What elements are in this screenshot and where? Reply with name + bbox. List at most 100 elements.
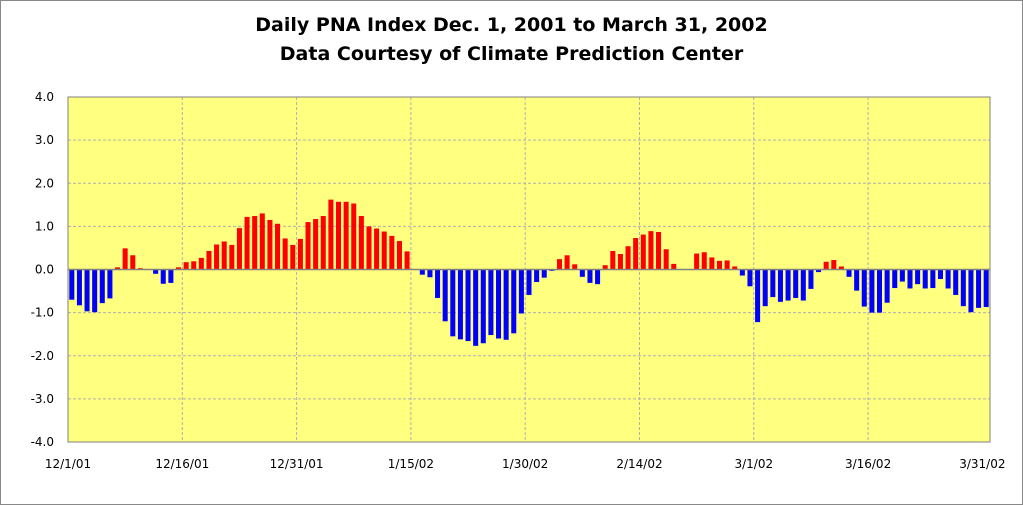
x-tick-label: 2/14/02	[616, 457, 662, 471]
bar	[770, 269, 776, 298]
bar	[663, 249, 669, 270]
bar	[846, 269, 852, 277]
bar	[648, 231, 654, 270]
bar	[930, 269, 936, 289]
bar	[358, 216, 364, 270]
bar	[396, 241, 402, 270]
bar	[366, 226, 372, 270]
bar	[968, 269, 974, 313]
bar	[457, 269, 463, 340]
x-tick-label: 1/30/02	[502, 457, 548, 471]
bar	[541, 269, 547, 278]
bar	[922, 269, 928, 289]
bar	[716, 260, 723, 270]
plot-border	[67, 96, 991, 443]
y-tick-label: 4.0	[35, 90, 54, 104]
bar	[564, 255, 570, 270]
bar	[869, 269, 875, 313]
bar	[976, 269, 982, 308]
bar	[511, 269, 517, 334]
bar	[496, 269, 502, 339]
bar	[343, 201, 349, 270]
bar	[92, 269, 98, 313]
bar	[374, 228, 380, 270]
bar	[671, 263, 677, 270]
bar	[785, 269, 791, 301]
bar	[854, 269, 860, 291]
y-tick-label: 2.0	[35, 176, 54, 190]
bar	[983, 269, 989, 308]
bar	[259, 213, 265, 270]
x-tick-label: 3/1/02	[734, 457, 773, 471]
bar	[960, 269, 966, 307]
bar	[191, 261, 197, 270]
bar	[892, 269, 898, 289]
bar	[244, 216, 250, 270]
bar	[747, 269, 753, 287]
bar	[206, 250, 212, 270]
bar	[84, 269, 90, 312]
bar	[823, 261, 829, 270]
bar	[214, 244, 220, 270]
bar	[915, 269, 921, 285]
bar	[183, 262, 189, 270]
bar	[945, 269, 951, 289]
bar	[579, 269, 585, 277]
bar	[442, 269, 448, 322]
bar	[793, 269, 799, 298]
bar	[587, 269, 593, 283]
bar	[800, 269, 806, 301]
x-tick-label: 3/16/02	[845, 457, 891, 471]
bar	[656, 231, 662, 270]
bar	[297, 238, 303, 270]
bar	[236, 228, 242, 270]
bar	[876, 269, 883, 313]
bar	[221, 241, 227, 270]
bar	[503, 269, 509, 340]
bar	[526, 269, 532, 295]
bar	[335, 201, 342, 270]
bar	[122, 248, 128, 270]
bar	[465, 269, 471, 342]
y-tick-label: 1.0	[35, 219, 54, 233]
bar	[328, 199, 334, 270]
bar	[816, 269, 822, 273]
bar	[76, 269, 82, 306]
bar	[267, 219, 273, 270]
bar	[427, 269, 433, 278]
x-tick-label: 12/1/01	[45, 457, 91, 471]
bar	[275, 223, 281, 270]
bar	[884, 269, 890, 303]
bar	[130, 255, 136, 270]
bar	[153, 269, 159, 274]
x-tick-label: 12/16/01	[155, 457, 209, 471]
bar	[198, 257, 204, 270]
bar	[777, 269, 783, 302]
y-tick-label: 3.0	[35, 133, 54, 147]
y-axis-ticks: 4.0 3.0 2.0 1.0 0.0 -1.0 -2.0 -3.0 -4.0	[31, 90, 54, 449]
bar	[290, 244, 296, 270]
chart-title: Daily PNA Index Dec. 1, 2001 to March 31…	[255, 14, 768, 36]
y-tick-label: -3.0	[31, 392, 54, 406]
bar	[755, 269, 761, 323]
y-tick-label: -1.0	[31, 306, 54, 320]
bar	[633, 238, 639, 270]
x-tick-label: 12/31/01	[270, 457, 324, 471]
bar	[625, 246, 631, 270]
bar	[732, 266, 738, 270]
bar	[808, 269, 814, 289]
bar	[694, 253, 700, 270]
bar	[907, 269, 913, 289]
y-tick-label: -4.0	[31, 435, 54, 449]
bar	[351, 203, 357, 270]
bar	[115, 267, 121, 270]
bar	[595, 269, 601, 285]
bar	[572, 264, 578, 270]
bar	[320, 216, 326, 270]
bar	[701, 252, 707, 270]
bar	[252, 216, 258, 270]
bar	[518, 269, 524, 314]
gridlines	[68, 97, 990, 442]
bar	[389, 235, 395, 270]
